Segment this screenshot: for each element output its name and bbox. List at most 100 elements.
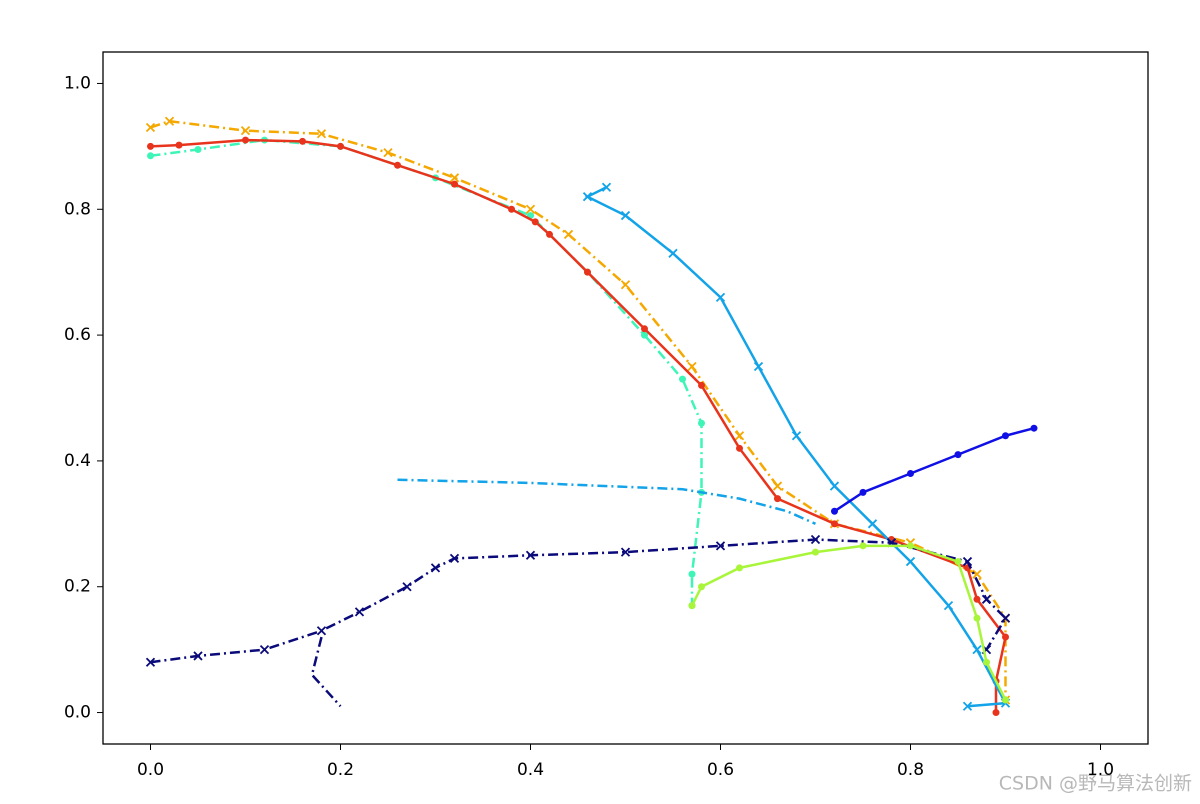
point [734,431,745,441]
point [316,129,327,139]
y-tick-label: 0.4 [64,451,91,471]
point [972,644,982,655]
point [954,451,962,459]
point [962,701,973,711]
point [299,137,306,145]
point [641,331,648,339]
point [831,507,838,515]
series-line [397,478,817,525]
point [546,230,553,238]
point [164,116,175,126]
point [859,488,867,496]
point [698,381,705,389]
point [688,570,696,578]
point [584,268,591,276]
x-tick-label: 0.0 [137,760,164,780]
point [337,142,344,150]
point [972,569,982,579]
point [736,564,743,572]
point [954,558,962,566]
point [715,541,726,551]
point [668,248,678,258]
point [698,419,705,427]
point [812,548,819,556]
x-tick-label: 0.4 [517,760,544,780]
point [859,542,867,550]
point [831,520,838,528]
y-tick-label: 0.6 [64,325,91,345]
point [973,614,981,622]
point [582,192,593,202]
point [983,658,990,666]
point [430,563,441,573]
point [715,292,726,302]
point [145,657,156,667]
plot-frame [102,51,1149,745]
x-tick-label: 0.2 [327,760,354,780]
point [601,182,612,192]
series-line [310,636,342,708]
point [679,375,686,383]
point [753,361,764,372]
point [687,361,697,372]
point [1002,696,1009,704]
series-line [150,138,1007,713]
point [383,148,393,158]
point [242,136,249,144]
point [193,651,203,661]
point [316,626,327,636]
point [240,125,251,136]
point [402,582,412,592]
point [981,594,992,604]
point [907,542,914,550]
y-tick-label: 0.2 [64,577,91,597]
point [698,583,705,591]
point [508,205,515,213]
y-tick-label: 1.0 [64,73,91,93]
watermark: CSDN @野马算法创新 [999,773,1192,795]
point [1002,633,1009,641]
point [867,519,878,529]
point [449,553,460,564]
point [1000,613,1011,623]
point [907,469,914,477]
series-line [150,119,1007,700]
point [736,444,743,452]
point [943,600,954,611]
point [620,210,631,221]
point [688,602,696,610]
point [772,481,783,491]
point [563,229,574,240]
point [449,173,460,183]
point [992,709,1000,717]
point [810,534,821,545]
series-line [150,538,1008,664]
point [194,146,202,154]
series-line [833,426,1035,513]
series-line [690,544,1007,701]
point [791,431,802,441]
point [259,644,270,655]
point [147,142,154,150]
series-line [584,186,1008,708]
point [620,280,631,290]
y-tick-label: 0.0 [64,703,91,723]
point [145,122,156,133]
x-tick-label: 0.6 [707,760,734,780]
point [620,547,631,557]
point [905,556,916,567]
point [973,595,981,603]
point [354,607,365,617]
point [525,204,536,214]
point [641,325,648,333]
point [962,556,973,567]
series-line [150,138,703,606]
point [1030,424,1038,432]
point [175,141,183,149]
point [394,161,401,169]
point [525,550,536,560]
point [774,495,781,503]
point [147,152,154,160]
point [829,481,840,491]
